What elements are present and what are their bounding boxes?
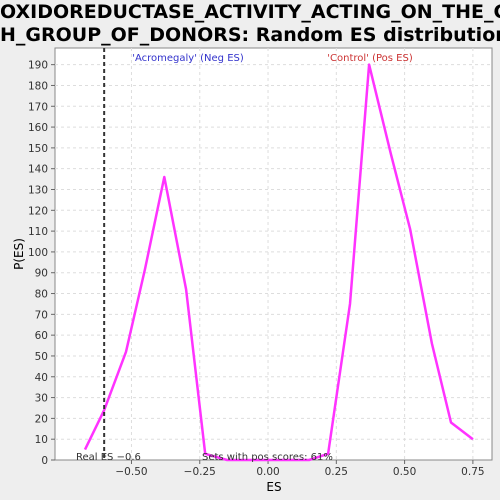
chart-title: OXIDOREDUCTASE_ACTIVITY_ACTING_ON_THE_CH… [0,1,500,47]
y-tick-label: 150 [28,143,48,155]
y-tick-label: 50 [35,351,48,363]
chart-title-line-2: H_GROUP_OF_DONORS: Random ES distributio… [0,24,500,46]
y-tick-label: 0 [41,455,48,467]
y-tick-label: 10 [35,434,48,446]
real-es-label: Real ES −0.6 [76,452,141,463]
y-tick-label: 80 [35,289,48,301]
data-point [163,176,165,178]
series-line [83,63,474,462]
grid [55,48,492,460]
y-tick-label: 190 [28,60,48,72]
x-tick-label: −0.25 [184,466,216,478]
y-tick-label: 140 [28,164,48,176]
y-tick-label: 120 [28,205,48,217]
x-tick-label: 0.50 [393,466,416,478]
y-tick-label: 30 [35,393,48,405]
y-tick-label: 90 [35,268,48,280]
x-tick-label: 0.75 [461,466,484,478]
data-point [349,303,351,305]
plot-area [54,47,493,461]
y-tick-label: 170 [28,101,48,113]
chart-title-line-1: OXIDOREDUCTASE_ACTIVITY_ACTING_ON_THE_CH… [0,1,500,23]
x-axis-title: ES [266,480,281,494]
y-tick-label: 130 [28,184,48,196]
y-tick-label: 180 [28,80,48,92]
y-tick-label: 60 [35,330,48,342]
data-point [84,449,86,451]
pos-scores-label: Sets with pos scores: 61% [202,452,333,463]
data-point [431,342,433,344]
y-tick-label: 160 [28,122,48,134]
y-tick-label: 70 [35,309,48,321]
pos-es-label: 'Control' (Pos ES) [327,53,413,64]
data-point [409,228,411,230]
x-tick-label: 0.25 [325,466,348,478]
x-tick-label: 0.00 [256,466,279,478]
y-axis-title: P(ES) [12,238,26,270]
series-group [83,63,474,462]
data-point [144,268,146,270]
data-point [390,153,392,155]
x-tick-label: −0.50 [115,466,147,478]
neg-es-label: 'Acromegaly' (Neg ES) [132,53,244,64]
data-point [185,288,187,290]
y-tick-label: 40 [35,372,48,384]
data-point [472,438,474,440]
axis-ticks: 0 10 20 30 40 50 60 70 80 90 100 110 120 130 140 150 160… [28,60,485,478]
y-tick-label: 100 [28,247,48,259]
data-point [103,409,105,411]
data-point [450,422,452,424]
data-point [125,351,127,353]
y-tick-label: 110 [28,226,48,238]
y-tick-label: 20 [35,413,48,425]
